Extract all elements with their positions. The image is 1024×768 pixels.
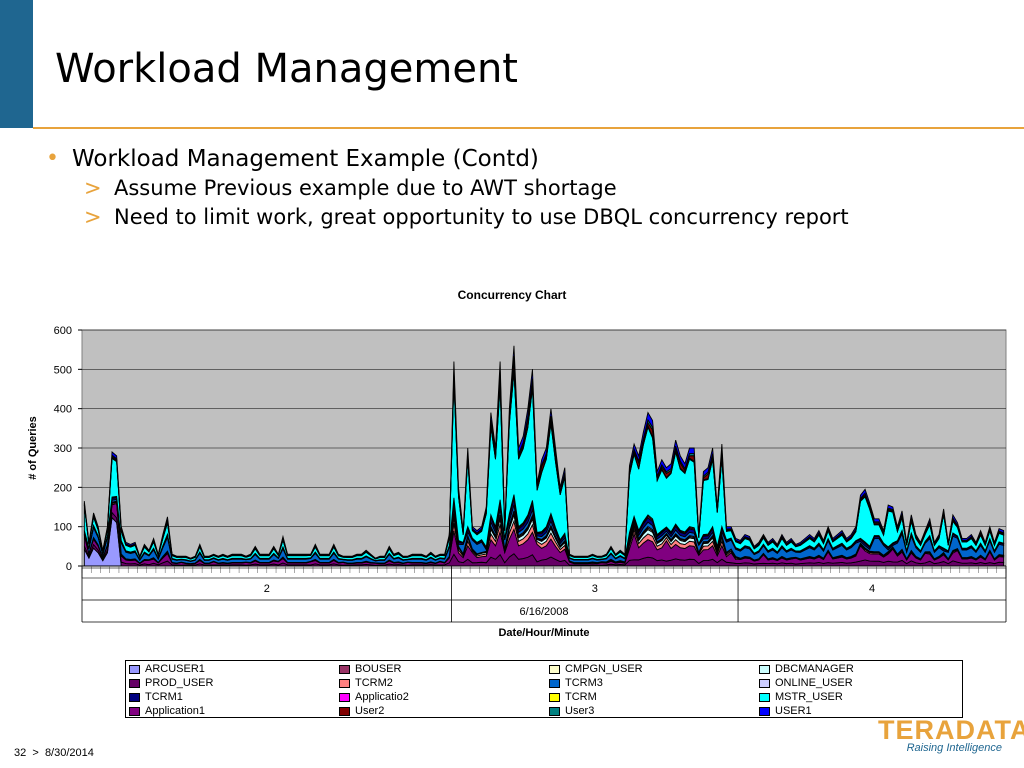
legend-item: TCRM (549, 690, 759, 704)
x-date-label: 6/16/2008 (520, 606, 569, 618)
legend-item: TCRM3 (549, 676, 759, 690)
legend-label: MSTR_USER (775, 691, 843, 703)
concurrency-chart: 0 100 200 300 400 500 600 # of Queries 2 3 4 6/16/2… (27, 325, 1007, 639)
legend-swatch (759, 692, 770, 702)
legend-item: BOUSER (339, 662, 549, 676)
legend-item: ARCUSER1 (129, 662, 339, 676)
legend-swatch (339, 692, 350, 702)
sub-bullet-text: Assume Previous example due to AWT short… (114, 176, 617, 200)
bullet-list: • Workload Management Example (Contd) > … (46, 146, 996, 230)
legend-label: Application1 (145, 705, 205, 717)
x-hour-label: 3 (592, 583, 598, 595)
legend-label: Applicatio2 (355, 691, 409, 703)
x-hour-label: 2 (264, 583, 270, 595)
legend-label: ONLINE_USER (775, 677, 853, 689)
title-accent-bar (0, 0, 33, 128)
slide-title: Workload Management (55, 46, 518, 92)
legend-item: PROD_USER (129, 676, 339, 690)
legend-item: MSTR_USER (759, 690, 959, 704)
logo-tagline: Raising Intelligence (906, 742, 1002, 754)
sub-bullet-item: > Assume Previous example due to AWT sho… (84, 175, 996, 201)
chart-legend: ARCUSER1 BOUSER CMPGN_USER DBCMANAGER PROD_U… (125, 660, 963, 718)
legend-swatch (339, 678, 350, 688)
legend-swatch (549, 706, 560, 716)
y-tick-label: 600 (54, 325, 72, 337)
legend-label: User3 (565, 705, 595, 717)
chart-title: Concurrency Chart (457, 288, 567, 302)
title-divider (33, 127, 1024, 129)
legend-label: DBCMANAGER (775, 663, 854, 675)
footer-separator: > (32, 747, 39, 759)
y-tick-label: 100 (54, 522, 72, 534)
bullet-dot-icon: • (46, 146, 59, 171)
legend-swatch (549, 664, 560, 674)
area-series-user1 (83, 345, 1005, 560)
legend-swatch (129, 692, 140, 702)
legend-label: PROD_USER (145, 677, 214, 689)
x-hour-label: 4 (869, 583, 875, 595)
legend-swatch (549, 678, 560, 688)
y-tick-label: 200 (54, 482, 72, 494)
sub-bullet-item: > Need to limit work, great opportunity … (84, 204, 996, 230)
y-tick-label: 400 (54, 404, 72, 416)
bullet-text: Workload Management Example (Contd) (72, 146, 539, 172)
legend-label: CMPGN_USER (565, 663, 643, 675)
bullet-item: • Workload Management Example (Contd) (46, 146, 996, 172)
legend-swatch (339, 706, 350, 716)
legend-item: Applicatio2 (339, 690, 549, 704)
legend-item: CMPGN_USER (549, 662, 759, 676)
legend-item: USER1 (759, 704, 959, 718)
legend-label: TCRM3 (565, 677, 603, 689)
legend-swatch (759, 706, 770, 716)
footer-date: 8/30/2014 (44, 747, 94, 759)
y-axis-label: # of Queries (27, 416, 39, 480)
legend-swatch (549, 692, 560, 702)
legend-item: TCRM1 (129, 690, 339, 704)
legend-swatch (129, 678, 140, 688)
logo-wordmark: TERADATA (878, 715, 1024, 745)
legend-item: ONLINE_USER (759, 676, 959, 690)
legend-label: TCRM2 (355, 677, 393, 689)
legend-swatch (759, 678, 770, 688)
y-tick-label: 300 (54, 443, 72, 455)
legend-swatch (129, 706, 140, 716)
y-tick-label: 0 (66, 561, 72, 573)
legend-item: TCRM2 (339, 676, 549, 690)
legend-label: ARCUSER1 (145, 663, 205, 675)
legend-label: User2 (355, 705, 385, 717)
legend-item: Application1 (129, 704, 339, 718)
sub-bullet-text: Need to limit work, great opportunity to… (114, 205, 849, 229)
legend-swatch (759, 664, 770, 674)
slide-footer: 32 > 8/30/2014 (14, 747, 94, 759)
legend-item: DBCMANAGER (759, 662, 959, 676)
sub-bullet-marker: > (84, 205, 102, 229)
x-axis-label: Date/Hour/Minute (498, 627, 589, 639)
legend-label: USER1 (775, 705, 812, 717)
page-number: 32 (14, 747, 27, 759)
legend-item: User2 (339, 704, 549, 718)
legend-grid: ARCUSER1 BOUSER CMPGN_USER DBCMANAGER PROD_U… (126, 661, 962, 718)
legend-swatch (129, 664, 140, 674)
legend-label: TCRM1 (145, 691, 183, 703)
legend-label: TCRM (565, 691, 597, 703)
teradata-logo: TERADATA Raising Intelligence (878, 715, 1024, 754)
legend-item: User3 (549, 704, 759, 718)
sub-bullet-marker: > (84, 176, 102, 200)
legend-swatch (339, 664, 350, 674)
y-tick-label: 500 (54, 364, 72, 376)
legend-label: BOUSER (355, 663, 402, 675)
